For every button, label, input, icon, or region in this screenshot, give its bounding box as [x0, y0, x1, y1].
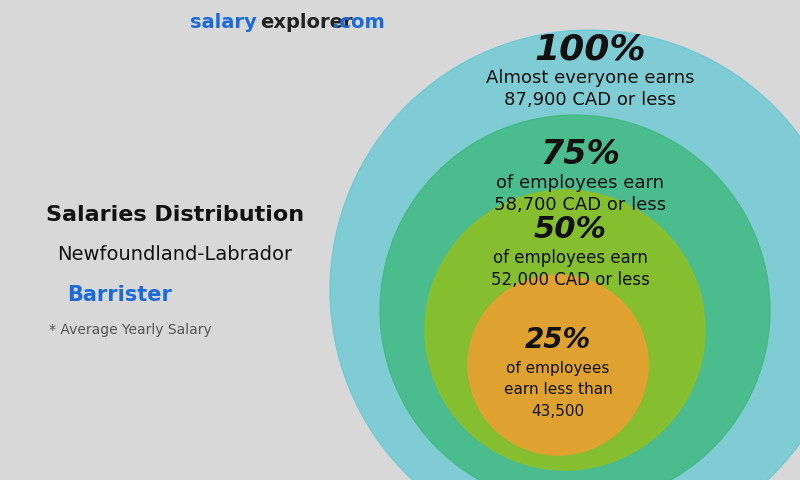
Text: 100%: 100% — [534, 33, 646, 67]
Text: of employees earn: of employees earn — [496, 174, 664, 192]
Text: * Average Yearly Salary: * Average Yearly Salary — [49, 323, 211, 337]
Text: Salaries Distribution: Salaries Distribution — [46, 205, 304, 225]
Text: Newfoundland-Labrador: Newfoundland-Labrador — [58, 245, 293, 264]
Text: 52,000 CAD or less: 52,000 CAD or less — [490, 271, 650, 289]
Text: 87,900 CAD or less: 87,900 CAD or less — [504, 91, 676, 109]
Text: earn less than: earn less than — [504, 383, 612, 397]
Text: 25%: 25% — [525, 326, 591, 354]
Circle shape — [468, 275, 648, 455]
Text: of employees earn: of employees earn — [493, 249, 647, 267]
Circle shape — [380, 115, 770, 480]
Text: salary: salary — [190, 12, 257, 32]
Text: explorer: explorer — [260, 12, 353, 32]
Text: .com: .com — [332, 12, 385, 32]
Text: of employees: of employees — [506, 360, 610, 375]
Circle shape — [425, 190, 705, 470]
Text: 58,700 CAD or less: 58,700 CAD or less — [494, 196, 666, 214]
Text: 75%: 75% — [540, 139, 620, 171]
Text: 43,500: 43,500 — [531, 405, 585, 420]
Text: Barrister: Barrister — [67, 285, 173, 305]
Circle shape — [330, 30, 800, 480]
Text: Almost everyone earns: Almost everyone earns — [486, 69, 694, 87]
Text: 50%: 50% — [534, 216, 606, 244]
